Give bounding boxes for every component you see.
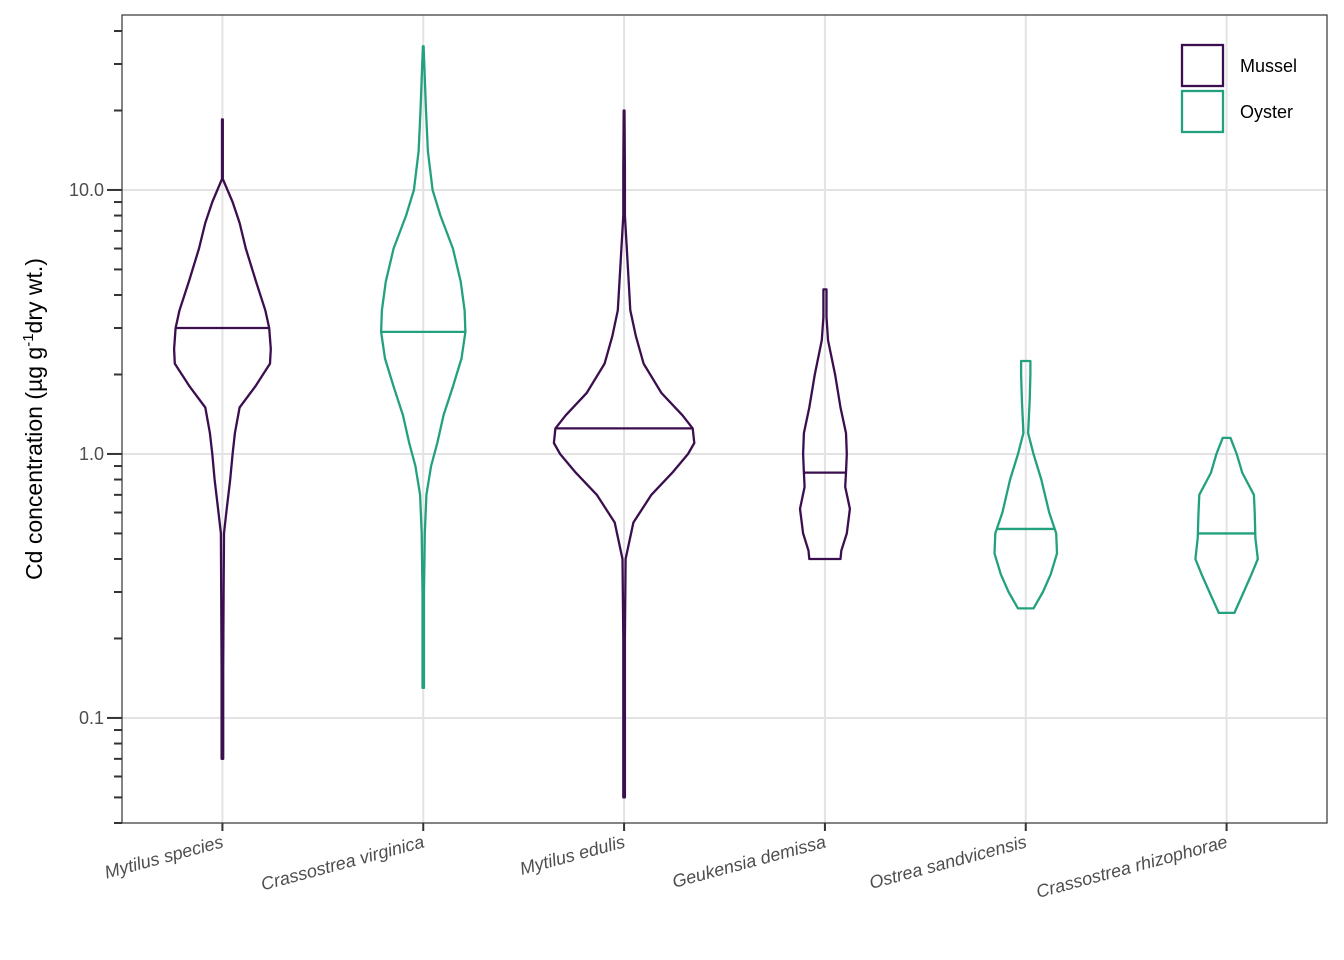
y-tick-label-1: 1.0: [79, 444, 104, 464]
legend-label-oyster: Oyster: [1240, 102, 1293, 122]
x-tick-label-1: Crassostrea virginica: [259, 832, 427, 895]
x-tick-label-0: Mytilus species: [102, 832, 225, 883]
legend-key-mussel: [1180, 43, 1225, 88]
plot-panel-border: [121, 14, 1328, 824]
violin-outline-5: [1194, 436, 1259, 615]
x-tick-label-5: Crassostrea rhizophorae: [1034, 832, 1230, 902]
violin-0: [172, 118, 272, 760]
grid-lines: [122, 15, 1327, 823]
legend: Mussel Oyster: [1180, 43, 1297, 134]
y-tick-label-2: 10.0: [69, 180, 104, 200]
violin-4: [993, 359, 1059, 610]
violin-5: [1194, 436, 1259, 615]
x-axis: Mytilus species Crassostrea virginica Myti…: [102, 823, 1230, 902]
legend-label-mussel: Mussel: [1240, 56, 1297, 76]
y-axis-title: Cd concentration (µg g-1dry wt.): [20, 258, 47, 580]
violin-outline-0: [172, 118, 272, 760]
violin-outline-4: [993, 359, 1059, 610]
x-tick-label-2: Mytilus edulis: [518, 832, 628, 879]
y-axis-title-superscript: -1: [20, 333, 37, 346]
y-axis-title-suffix: dry wt.): [21, 258, 47, 333]
violin-outline-2: [552, 109, 696, 799]
x-tick-label-3: Geukensia demissa: [670, 832, 828, 892]
violin-2: [552, 109, 696, 799]
violin-outline-1: [379, 45, 467, 690]
x-tick-label-4: Ostrea sandvicensis: [867, 832, 1029, 893]
violin-outline-3: [798, 288, 852, 561]
violin-1: [379, 45, 467, 690]
legend-key-oyster: [1180, 89, 1225, 134]
y-tick-label-0: 0.1: [79, 708, 104, 728]
violins: [172, 45, 1259, 799]
y-axis: 0.1 1.0 10.0: [69, 30, 122, 824]
y-axis-title-prefix: Cd concentration (µg g: [21, 347, 47, 580]
violin-3: [798, 288, 852, 561]
